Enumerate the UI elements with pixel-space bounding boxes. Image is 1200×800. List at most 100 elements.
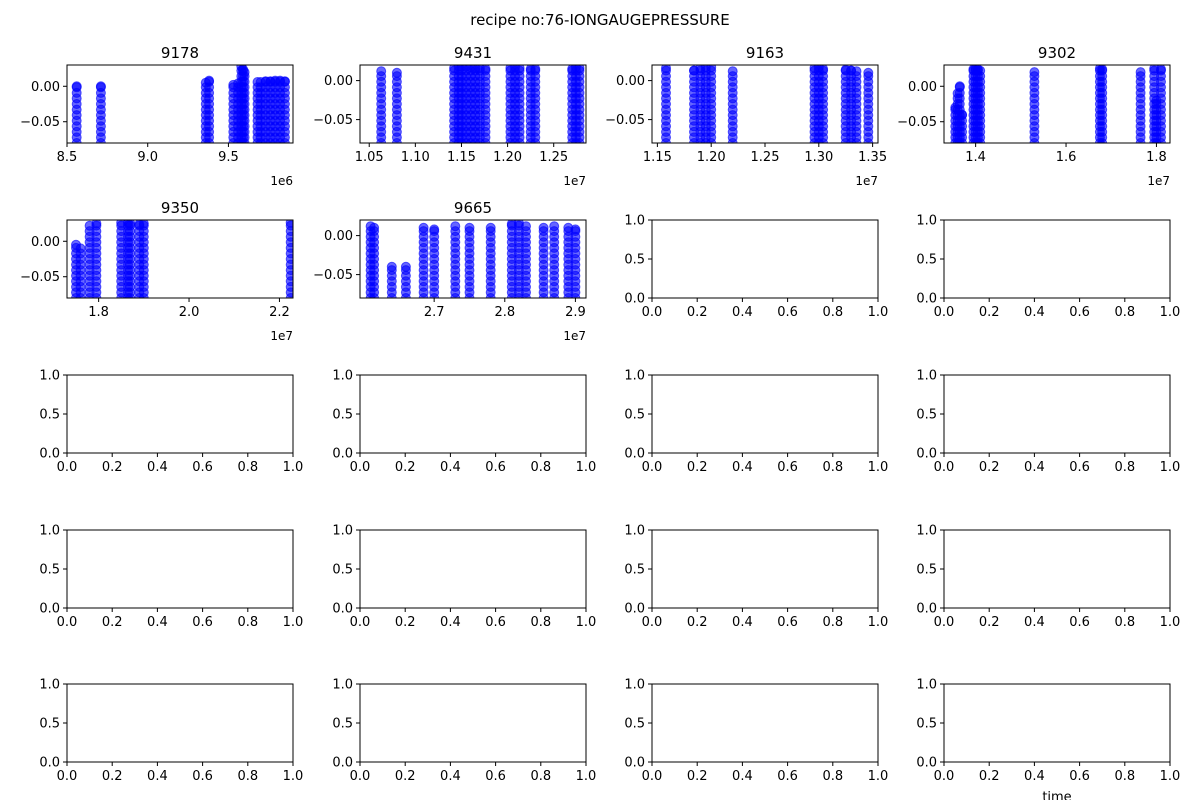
y-tick-label: −0.05 xyxy=(313,113,353,128)
x-tick-label: 0.6 xyxy=(192,769,213,784)
y-tick-label: 0.0 xyxy=(916,292,937,307)
subplot-12: 0.0 0.2 0.4 0.6 0.8 1.0 0.0 0.5 1.0 xyxy=(916,369,1180,476)
x-tick-label: 0.2 xyxy=(102,615,123,630)
x-tick-label: 0.6 xyxy=(1069,615,1090,630)
x-tick-label: 0.4 xyxy=(1024,769,1045,784)
x-tick-label: 0.8 xyxy=(822,305,843,320)
x-tick-label: 0.8 xyxy=(530,460,551,475)
y-tick-label: 0.00 xyxy=(31,235,60,250)
subplot-18: 0.0 0.2 0.4 0.6 0.8 1.0 0.0 0.5 1.0 xyxy=(332,678,596,785)
x-tick-label: 0.6 xyxy=(485,615,506,630)
x-tick-label: 0.6 xyxy=(192,615,213,630)
x-tick-label: 2.2 xyxy=(269,305,290,320)
y-tick-label: 1.0 xyxy=(624,214,645,229)
x-tick-label: 2.7 xyxy=(424,305,445,320)
y-tick-label: 1.0 xyxy=(624,524,645,539)
data-point xyxy=(95,81,106,92)
x-tick-label: 1.0 xyxy=(1160,460,1181,475)
data-point xyxy=(706,65,717,73)
x-tick-label: 2.9 xyxy=(565,305,586,320)
x-tick-label: 8.5 xyxy=(57,150,78,165)
x-tick-label: 0.6 xyxy=(777,769,798,784)
x-offset-label: 1e6 xyxy=(270,174,293,188)
x-tick-label: 0.8 xyxy=(822,615,843,630)
subplot-10: 0.0 0.2 0.4 0.6 0.8 1.0 0.0 0.5 1.0 xyxy=(332,369,596,476)
x-tick-label: 1.8 xyxy=(1146,150,1167,165)
x-tick-label: 0.2 xyxy=(687,460,708,475)
y-tick-label: 0.5 xyxy=(916,253,937,268)
subplot-1: 9178 1e6 8.5 9.0 9.5 0.00 −0.05 xyxy=(20,44,294,188)
x-tick-label: 0.0 xyxy=(934,615,955,630)
subplot-19: 0.0 0.2 0.4 0.6 0.8 1.0 0.0 0.5 1.0 xyxy=(624,678,888,785)
x-tick-label: 0.0 xyxy=(350,460,371,475)
data-point xyxy=(91,220,102,229)
x-tick-label: 0.2 xyxy=(395,460,416,475)
axes-frame xyxy=(943,683,1171,763)
data-point xyxy=(521,221,531,232)
data-point xyxy=(549,221,560,232)
y-tick-label: 0.0 xyxy=(332,447,353,462)
data-point xyxy=(1135,67,1146,78)
data-point xyxy=(450,221,461,232)
y-tick-label: 0.0 xyxy=(624,292,645,307)
subplot-17: 0.0 0.2 0.4 0.6 0.8 1.0 0.0 0.5 1.0 xyxy=(39,678,303,785)
data-point xyxy=(954,81,965,92)
x-tick-label: 1.0 xyxy=(283,615,304,630)
x-tick-label: 0.8 xyxy=(822,460,843,475)
data-point xyxy=(75,243,86,254)
y-tick-label: 0.5 xyxy=(332,563,353,578)
axes-frame xyxy=(651,683,879,763)
y-tick-label: 1.0 xyxy=(332,678,353,693)
subplot-title: 9163 xyxy=(746,44,784,62)
x-tick-label: 9.0 xyxy=(137,150,158,165)
x-tick-label: 1.0 xyxy=(576,615,597,630)
axes-frame xyxy=(66,219,294,299)
x-tick-label: 1.0 xyxy=(868,460,889,475)
data-point xyxy=(138,220,149,229)
data-point xyxy=(279,76,290,87)
subplot-3: 9163 1e7 1.15 1.20 1.25 1.30 1.35 0.00 −0.05 xyxy=(605,44,887,188)
y-tick-label: 0.5 xyxy=(624,253,645,268)
axes-frame xyxy=(943,374,1171,454)
x-tick-label: 1.0 xyxy=(283,460,304,475)
data-point xyxy=(538,222,549,233)
data-point xyxy=(530,65,541,74)
x-tick-label: 1.0 xyxy=(868,305,889,320)
x-tick-label: 0.0 xyxy=(934,460,955,475)
x-tick-label: 1.0 xyxy=(1160,615,1181,630)
data-markers xyxy=(661,65,874,143)
y-tick-label: 0.0 xyxy=(624,756,645,771)
y-tick-label: 0.0 xyxy=(39,602,60,617)
subplot-6: 9665 1e7 2.7 2.8 2.9 0.00 −0.05 xyxy=(313,199,587,343)
x-tick-label: 0.8 xyxy=(237,460,258,475)
data-point xyxy=(391,67,402,78)
x-tick-label: 1.0 xyxy=(576,460,597,475)
x-tick-label: 0.4 xyxy=(147,615,168,630)
x-offset-label: 1e7 xyxy=(563,329,586,343)
data-point xyxy=(975,65,986,76)
x-tick-label: 0.4 xyxy=(440,615,461,630)
axes-frame xyxy=(359,529,587,609)
figure-title: recipe no:76-IONGAUGEPRESSURE xyxy=(470,11,730,29)
x-offset-label: 1e7 xyxy=(563,174,586,188)
data-point xyxy=(1029,67,1040,78)
data-point xyxy=(480,65,491,74)
x-axis-label: time xyxy=(1042,790,1071,800)
x-tick-label: 0.8 xyxy=(530,769,551,784)
x-tick-label: 0.2 xyxy=(979,615,1000,630)
y-tick-label: 0.5 xyxy=(916,717,937,732)
x-tick-label: 1.0 xyxy=(868,769,889,784)
x-tick-label: 1.10 xyxy=(401,150,430,165)
subplot-20: 0.0 0.2 0.4 0.6 0.8 1.0 0.0 0.5 1.0 xyxy=(916,678,1180,785)
subplot-13: 0.0 0.2 0.4 0.6 0.8 1.0 0.0 0.5 1.0 xyxy=(39,524,303,631)
y-tick-label: 0.0 xyxy=(39,447,60,462)
y-tick-label: 0.0 xyxy=(916,756,937,771)
data-point xyxy=(514,65,525,74)
x-tick-label: 0.2 xyxy=(687,769,708,784)
data-markers xyxy=(950,65,1166,143)
x-tick-label: 0.0 xyxy=(642,460,663,475)
y-tick-label: 0.5 xyxy=(39,563,60,578)
y-tick-label: 1.0 xyxy=(916,678,937,693)
subplot-title: 9431 xyxy=(454,44,492,62)
